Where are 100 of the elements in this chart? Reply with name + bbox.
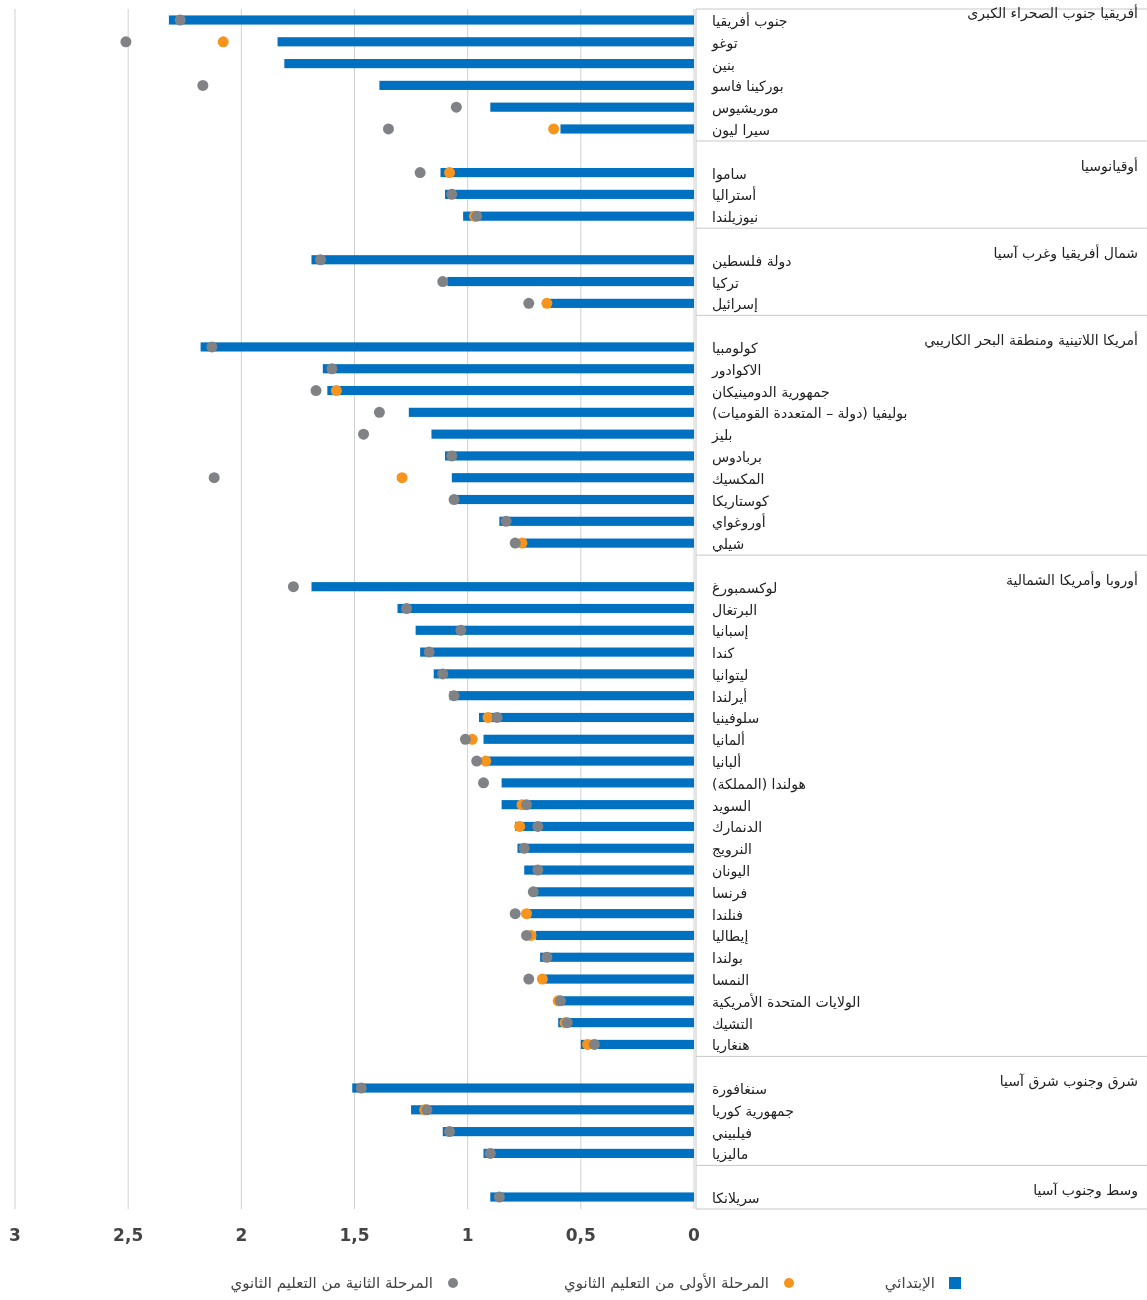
bar	[544, 974, 694, 984]
y-tick-label: دولة فلسطين	[712, 252, 792, 270]
point	[532, 864, 544, 876]
point	[120, 36, 132, 48]
y-tick-label: الدنمارك	[712, 819, 763, 837]
bar	[284, 59, 694, 69]
y-tick-label: جمهورية الدومينيكان	[712, 383, 830, 401]
point	[444, 167, 456, 179]
y-tick-label: تركيا	[712, 274, 739, 292]
y-tick-label: المكسيك	[712, 470, 765, 487]
x-tick-label: 2	[235, 1225, 248, 1245]
point	[446, 188, 458, 200]
point	[446, 450, 458, 462]
legend-label: الإبتدائي	[884, 1274, 935, 1293]
bar	[408, 407, 694, 417]
point	[484, 1147, 496, 1159]
point	[521, 908, 533, 920]
point	[493, 1191, 505, 1203]
text: وسط وجنوب آسيا	[1033, 1182, 1138, 1199]
point	[206, 341, 218, 353]
bar	[445, 189, 694, 199]
point	[437, 668, 449, 680]
y-tick-label: إسرائيل	[712, 296, 759, 314]
point	[315, 254, 327, 266]
bar	[535, 930, 694, 941]
point	[491, 711, 503, 723]
bar	[449, 691, 694, 701]
point	[401, 603, 413, 614]
x-tick-label: 3	[9, 1225, 21, 1245]
y-tick-label: بوليفيا (دولة – المتعددة القوميات)	[712, 405, 908, 423]
point	[450, 101, 462, 113]
y-tick-label: لوكسمبورغ	[712, 579, 778, 597]
y-tick-label: بربادوس	[712, 448, 762, 466]
y-tick-label: التشيك	[712, 1015, 753, 1032]
text: شرق وجنوب شرق آسيا	[999, 1073, 1138, 1091]
y-tick-label: توغو	[711, 34, 738, 52]
point	[287, 581, 299, 593]
y-tick-label: ساموا	[712, 165, 747, 183]
y-tick-label: سيرا ليون	[712, 121, 771, 139]
y-tick-label: جنوب أفريقيا	[712, 12, 788, 30]
bar	[445, 451, 694, 461]
y-tick-label: ليتوانيا	[712, 666, 749, 684]
bar	[483, 734, 694, 744]
bar	[501, 800, 694, 810]
bar	[560, 124, 694, 134]
point	[532, 820, 544, 832]
bar	[327, 385, 694, 396]
y-tick-label: نيوزيلندا	[712, 209, 759, 227]
point	[437, 276, 449, 288]
y-tick-label: أيرلندا	[712, 687, 748, 706]
x-tick-label: 0,5	[565, 1225, 596, 1245]
y-tick-label: ألمانيا	[712, 731, 746, 749]
bar	[524, 865, 694, 875]
bar	[415, 625, 694, 635]
bar	[524, 538, 694, 548]
y-tick-label: سلوفينيا	[712, 710, 760, 728]
point	[455, 624, 467, 636]
point	[358, 428, 370, 440]
bar	[478, 712, 694, 723]
point	[396, 472, 408, 484]
point	[208, 472, 220, 484]
bar	[483, 1148, 694, 1158]
y-tick-label: بولندا	[712, 950, 743, 968]
point	[541, 951, 553, 963]
y-tick-label: شيلي	[712, 536, 745, 554]
bar	[442, 1127, 694, 1137]
bar	[431, 429, 694, 439]
x-tick-label: 1,5	[339, 1225, 370, 1245]
text: شمال أفريقيا وغرب آسيا	[993, 243, 1138, 262]
point	[509, 537, 521, 549]
bar	[488, 756, 694, 766]
y-tick-label: موريشيوس	[712, 100, 779, 118]
bar	[451, 473, 694, 483]
text: أمريكا اللاتينية ومنطقة البحر الكاريبي	[924, 330, 1139, 349]
point	[373, 406, 385, 418]
y-tick-label: النمسا	[712, 972, 750, 989]
y-tick-label: السويد	[712, 797, 752, 815]
bar	[447, 276, 694, 287]
y-tick-label: فنلندا	[712, 906, 744, 923]
y-tick-label: البرتغال	[712, 601, 758, 619]
point	[527, 886, 539, 898]
y-tick-label: بوركينا فاسو	[711, 78, 784, 96]
bar	[490, 102, 694, 112]
point	[448, 690, 460, 702]
bar	[277, 37, 694, 47]
y-tick-label: الاكوادور	[711, 361, 762, 379]
x-tick-label: 1	[461, 1225, 474, 1245]
point	[174, 14, 186, 26]
bar	[433, 669, 694, 679]
y-tick-label: كولومبيا	[712, 339, 758, 357]
point	[482, 711, 494, 723]
point	[448, 494, 460, 506]
bar	[440, 168, 694, 178]
y-tick-label: أستراليا	[712, 186, 757, 205]
text: أوقيانوسيا	[1080, 156, 1139, 175]
point	[521, 929, 533, 941]
y-tick-label: بليز	[711, 427, 733, 445]
legend-label: المرحلة الثانية من التعليم الثانوي	[230, 1274, 433, 1293]
point	[217, 36, 229, 48]
bar	[311, 255, 694, 265]
